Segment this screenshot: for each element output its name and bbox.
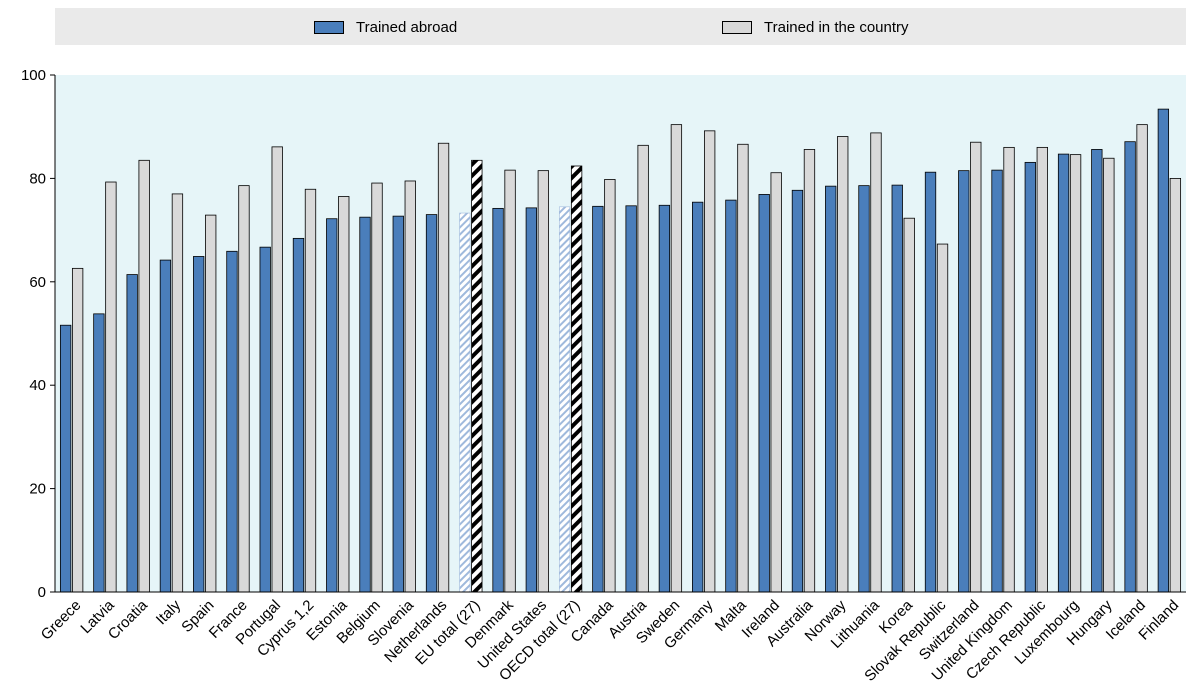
bar-abroad-13 <box>492 207 504 593</box>
bar-abroad-11 <box>425 214 438 593</box>
bar-country-18 <box>670 124 683 593</box>
bar-country-30 <box>1069 154 1082 593</box>
bar-abroad-19 <box>692 201 704 593</box>
bar-abroad-28 <box>991 169 1003 593</box>
bar-country-9 <box>371 182 383 593</box>
bar-abroad-32 <box>1124 141 1136 593</box>
legend-item-abroad: Trained abroad <box>314 18 457 36</box>
bar-country-7 <box>304 188 317 593</box>
plot-area <box>55 75 1186 592</box>
y-tick-label: 60 <box>29 274 46 291</box>
bar-abroad-17 <box>625 205 637 593</box>
bar-abroad-1 <box>93 313 105 593</box>
bar-abroad-31 <box>1091 149 1103 593</box>
bar-abroad-26 <box>924 171 937 593</box>
bar-abroad-0 <box>59 324 72 593</box>
bar-country-14 <box>537 170 549 593</box>
bar-abroad-25 <box>891 184 903 593</box>
bar-country-1 <box>105 181 117 593</box>
bar-country-25 <box>903 217 915 593</box>
bar-abroad-21 <box>758 194 770 593</box>
bar-abroad-30 <box>1057 153 1070 593</box>
bar-abroad-29 <box>1024 161 1036 593</box>
bar-country-28 <box>1003 146 1015 593</box>
bar-country-19 <box>704 130 716 593</box>
bar-country-23 <box>837 136 849 593</box>
bar-country-21 <box>770 172 782 593</box>
bar-country-22 <box>803 149 816 593</box>
bars <box>59 108 1182 593</box>
bar-country-31 <box>1103 157 1115 593</box>
bar-abroad-10 <box>392 215 404 593</box>
bar-country-15 <box>570 165 583 593</box>
bar-country-5 <box>238 185 250 593</box>
legend: Trained abroad Trained in the country <box>55 8 1186 45</box>
bar-abroad-16 <box>592 205 604 593</box>
bar-country-10 <box>404 180 416 593</box>
y-tick-label: 40 <box>29 377 46 394</box>
bar-country-12 <box>471 159 483 593</box>
bar-country-0 <box>71 267 84 593</box>
bar-country-27 <box>970 141 982 593</box>
bar-abroad-20 <box>725 199 737 593</box>
bar-country-29 <box>1036 146 1048 593</box>
y-tick-label: 0 <box>38 584 46 601</box>
bar-country-8 <box>338 196 350 593</box>
bar-abroad-33 <box>1157 108 1170 593</box>
bar-abroad-24 <box>858 185 870 593</box>
bar-country-2 <box>138 159 150 593</box>
axes <box>50 74 1186 593</box>
bar-abroad-7 <box>292 237 305 593</box>
bar-abroad-12 <box>459 212 471 593</box>
y-tick-label: 80 <box>29 170 46 187</box>
legend-label-country: Trained in the country <box>764 18 909 36</box>
bar-country-26 <box>936 243 949 593</box>
bar-country-17 <box>637 144 649 593</box>
bar-abroad-15 <box>559 206 571 593</box>
legend-label-abroad: Trained abroad <box>356 18 458 36</box>
bar-abroad-27 <box>958 170 970 593</box>
bar-country-3 <box>171 193 184 593</box>
bar-country-24 <box>870 132 882 593</box>
bar-country-20 <box>737 143 749 593</box>
bar-abroad-5 <box>226 250 238 593</box>
legend-swatch-country <box>722 20 752 34</box>
bar-country-16 <box>604 179 616 593</box>
bar-abroad-9 <box>359 216 371 593</box>
bar-abroad-4 <box>193 256 205 593</box>
bar-abroad-6 <box>259 246 271 593</box>
bar-country-6 <box>271 146 283 593</box>
bar-abroad-23 <box>825 185 837 593</box>
legend-item-country: Trained in the country <box>722 18 909 36</box>
bar-abroad-22 <box>791 189 804 593</box>
y-tick-label: 20 <box>29 481 46 498</box>
bar-abroad-14 <box>525 207 537 593</box>
bar-abroad-8 <box>326 218 338 593</box>
y-tick-label: 100 <box>21 67 46 84</box>
bar-abroad-18 <box>658 204 671 593</box>
bar-country-33 <box>1169 177 1182 593</box>
x-tick-label: Greece <box>38 597 85 644</box>
bar-abroad-3 <box>159 259 172 593</box>
bar-country-11 <box>437 142 450 593</box>
bar-abroad-2 <box>126 274 138 593</box>
bar-country-13 <box>504 169 516 593</box>
legend-swatch-abroad <box>314 20 344 34</box>
bar-country-32 <box>1136 124 1148 593</box>
bar-country-4 <box>205 214 217 593</box>
y-tick-labels: 0 20 40 60 80 100 <box>21 67 46 601</box>
